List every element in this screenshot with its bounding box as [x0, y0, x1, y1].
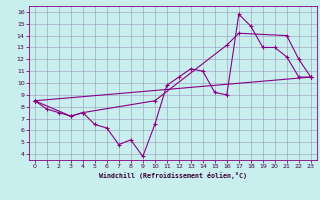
X-axis label: Windchill (Refroidissement éolien,°C): Windchill (Refroidissement éolien,°C) — [99, 172, 247, 179]
